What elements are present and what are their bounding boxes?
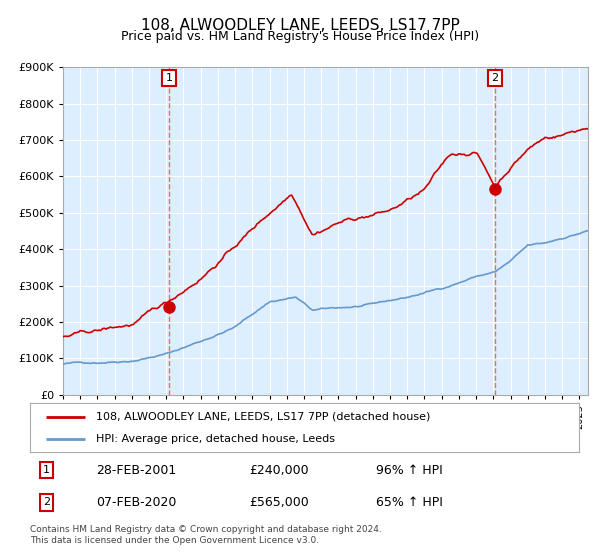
Text: 108, ALWOODLEY LANE, LEEDS, LS17 7PP (detached house): 108, ALWOODLEY LANE, LEEDS, LS17 7PP (de…	[96, 412, 430, 422]
Text: £565,000: £565,000	[250, 496, 310, 509]
Text: 96% ↑ HPI: 96% ↑ HPI	[376, 464, 443, 477]
Text: 65% ↑ HPI: 65% ↑ HPI	[376, 496, 443, 509]
Text: 07-FEB-2020: 07-FEB-2020	[96, 496, 176, 509]
Text: Price paid vs. HM Land Registry's House Price Index (HPI): Price paid vs. HM Land Registry's House …	[121, 30, 479, 43]
Text: 1: 1	[43, 465, 50, 475]
Text: Contains HM Land Registry data © Crown copyright and database right 2024.
This d: Contains HM Land Registry data © Crown c…	[30, 525, 382, 545]
Text: 2: 2	[491, 73, 499, 83]
Text: 28-FEB-2001: 28-FEB-2001	[96, 464, 176, 477]
Text: £240,000: £240,000	[250, 464, 309, 477]
Text: 2: 2	[43, 497, 50, 507]
Text: 108, ALWOODLEY LANE, LEEDS, LS17 7PP: 108, ALWOODLEY LANE, LEEDS, LS17 7PP	[140, 18, 460, 33]
Text: 1: 1	[166, 73, 173, 83]
Text: HPI: Average price, detached house, Leeds: HPI: Average price, detached house, Leed…	[96, 434, 335, 444]
